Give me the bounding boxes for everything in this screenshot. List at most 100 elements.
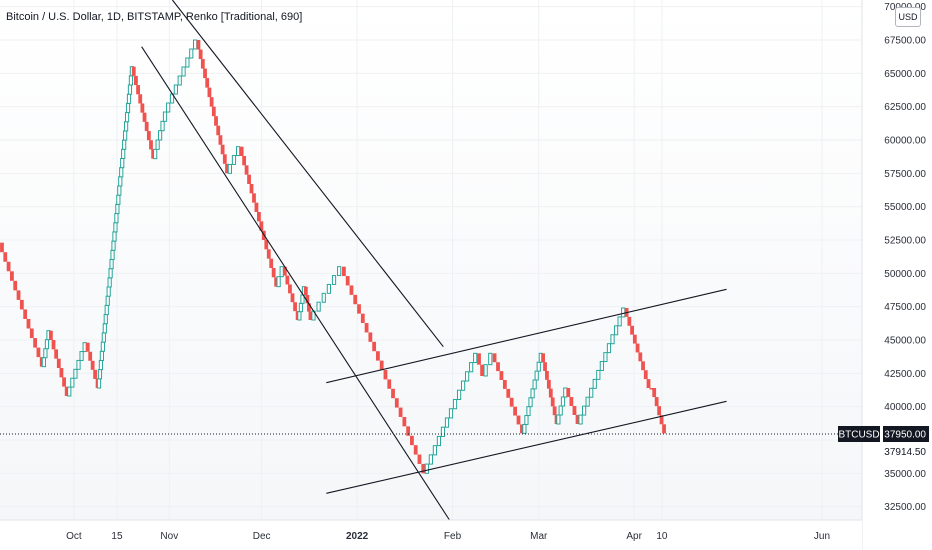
renko-brick-up	[436, 435, 442, 447]
renko-brick-up	[96, 378, 102, 389]
renko-brick-down	[29, 328, 34, 339]
y-tick-label: 47500.00	[884, 302, 926, 313]
renko-brick-down	[632, 334, 637, 344]
renko-brick-up	[444, 417, 450, 428]
renko-brick-down	[244, 165, 249, 175]
renko-brick-down	[290, 293, 295, 303]
renko-brick-up	[473, 352, 478, 364]
renko-brick-down	[288, 284, 292, 294]
x-tick-label: Mar	[530, 531, 548, 542]
trendline-1[interactable]	[171, 0, 444, 348]
renko-brick-up	[456, 389, 462, 400]
renko-brick-up	[193, 39, 198, 50]
renko-brick-down	[90, 360, 95, 370]
renko-brick-down	[211, 106, 216, 117]
renko-brick-down	[307, 303, 311, 312]
renko-brick-down	[353, 294, 358, 305]
renko-brick-down	[131, 66, 136, 76]
renko-brick-up	[621, 307, 626, 318]
renko-brick-up	[227, 163, 232, 174]
renko-brick-down	[51, 340, 56, 350]
renko-brick-up	[101, 332, 106, 343]
renko-brick-up	[530, 388, 535, 399]
renko-brick-up	[123, 121, 129, 132]
renko-brick-down	[541, 353, 545, 363]
trendline-3[interactable]	[326, 288, 727, 384]
renko-brick-down	[402, 416, 407, 427]
last-price-label: 37950.00	[884, 430, 926, 441]
renko-brick-up	[103, 314, 108, 325]
renko-brick-up	[596, 369, 601, 380]
renko-brick-up	[157, 130, 163, 141]
renko-brick-down	[39, 357, 44, 367]
renko-brick-down	[10, 271, 14, 281]
renko-brick-down	[54, 349, 59, 359]
renko-brick-down	[502, 380, 507, 389]
renko-brick-down	[662, 424, 666, 434]
renko-brick-down	[225, 163, 229, 174]
x-tick-label: Feb	[444, 531, 462, 542]
renko-brick-up	[326, 283, 331, 294]
renko-brick-down	[259, 221, 264, 231]
renko-brick-up	[279, 266, 284, 278]
renko-brick-up	[160, 120, 165, 132]
renko-brick-up	[448, 408, 454, 419]
renko-brick-down	[659, 415, 664, 425]
renko-brick-up	[116, 194, 121, 205]
renko-brick-down	[575, 415, 580, 424]
renko-brick-down	[252, 193, 256, 203]
renko-brick-down	[203, 68, 207, 79]
price-axis[interactable]: 32500.00 35000.00 40000.00 42500.00 45000.00…	[861, 0, 932, 550]
renko-brick-down	[413, 445, 418, 455]
renko-brick-up	[107, 277, 112, 288]
renko-brick-up	[76, 359, 81, 370]
renko-brick-down	[652, 388, 657, 398]
renko-brick-down	[88, 351, 93, 361]
renko-brick-up	[465, 371, 470, 382]
renko-brick-up	[231, 155, 237, 165]
renko-brick-up	[126, 93, 132, 104]
x-tick-label: Jun	[814, 531, 830, 542]
time-axis[interactable]: Oct 15 Nov Dec 2022 Feb Mar Apr 10 Jun	[0, 519, 862, 550]
renko-brick-up	[440, 426, 446, 437]
renko-brick-down	[6, 261, 11, 272]
currency-button[interactable]: USD	[895, 7, 921, 27]
renko-brick-down	[516, 415, 521, 425]
renko-brick-up	[560, 396, 566, 407]
renko-brick-down	[638, 352, 643, 362]
renko-brick-down	[196, 40, 201, 50]
last-price-tag	[883, 426, 929, 442]
renko-brick-down	[36, 347, 41, 358]
renko-brick-down	[138, 94, 143, 104]
renko-brick-down	[372, 341, 377, 352]
trendline-2[interactable]	[141, 46, 450, 521]
renko-brick-up	[181, 66, 186, 77]
renko-brick-down	[506, 388, 511, 398]
renko-brick-up	[432, 445, 438, 456]
renko-brick-down	[266, 249, 271, 259]
renko-brick-down	[410, 435, 414, 446]
renko-brick-down	[146, 131, 151, 141]
renko-brick-down	[285, 275, 290, 285]
renko-brick-up	[558, 405, 563, 416]
renko-brick-up	[109, 258, 114, 270]
y-tick-label: 52500.00	[884, 236, 926, 247]
renko-brick-up	[67, 386, 72, 397]
renko-brick-down	[492, 353, 497, 363]
renko-brick-down	[360, 313, 365, 324]
chart-title: Bitcoin / U.S. Dollar, 1D, BITSTAMP, Ren…	[6, 11, 302, 23]
y-tick-label: 67500.00	[884, 36, 926, 47]
secondary-price-tag	[883, 443, 929, 459]
renko-brick-up	[124, 112, 130, 123]
renko-brick-up	[115, 203, 120, 215]
renko-brick-down	[33, 338, 38, 348]
renko-brick-down	[308, 311, 313, 320]
renko-brick-down	[214, 116, 218, 126]
renko-brick-down	[13, 280, 18, 291]
trendline-4[interactable]	[326, 400, 727, 494]
renko-brick-down	[641, 361, 645, 371]
renko-brick-up	[105, 295, 110, 306]
renko-brick-up	[331, 275, 337, 285]
y-tick-label: 62500.00	[884, 102, 926, 113]
